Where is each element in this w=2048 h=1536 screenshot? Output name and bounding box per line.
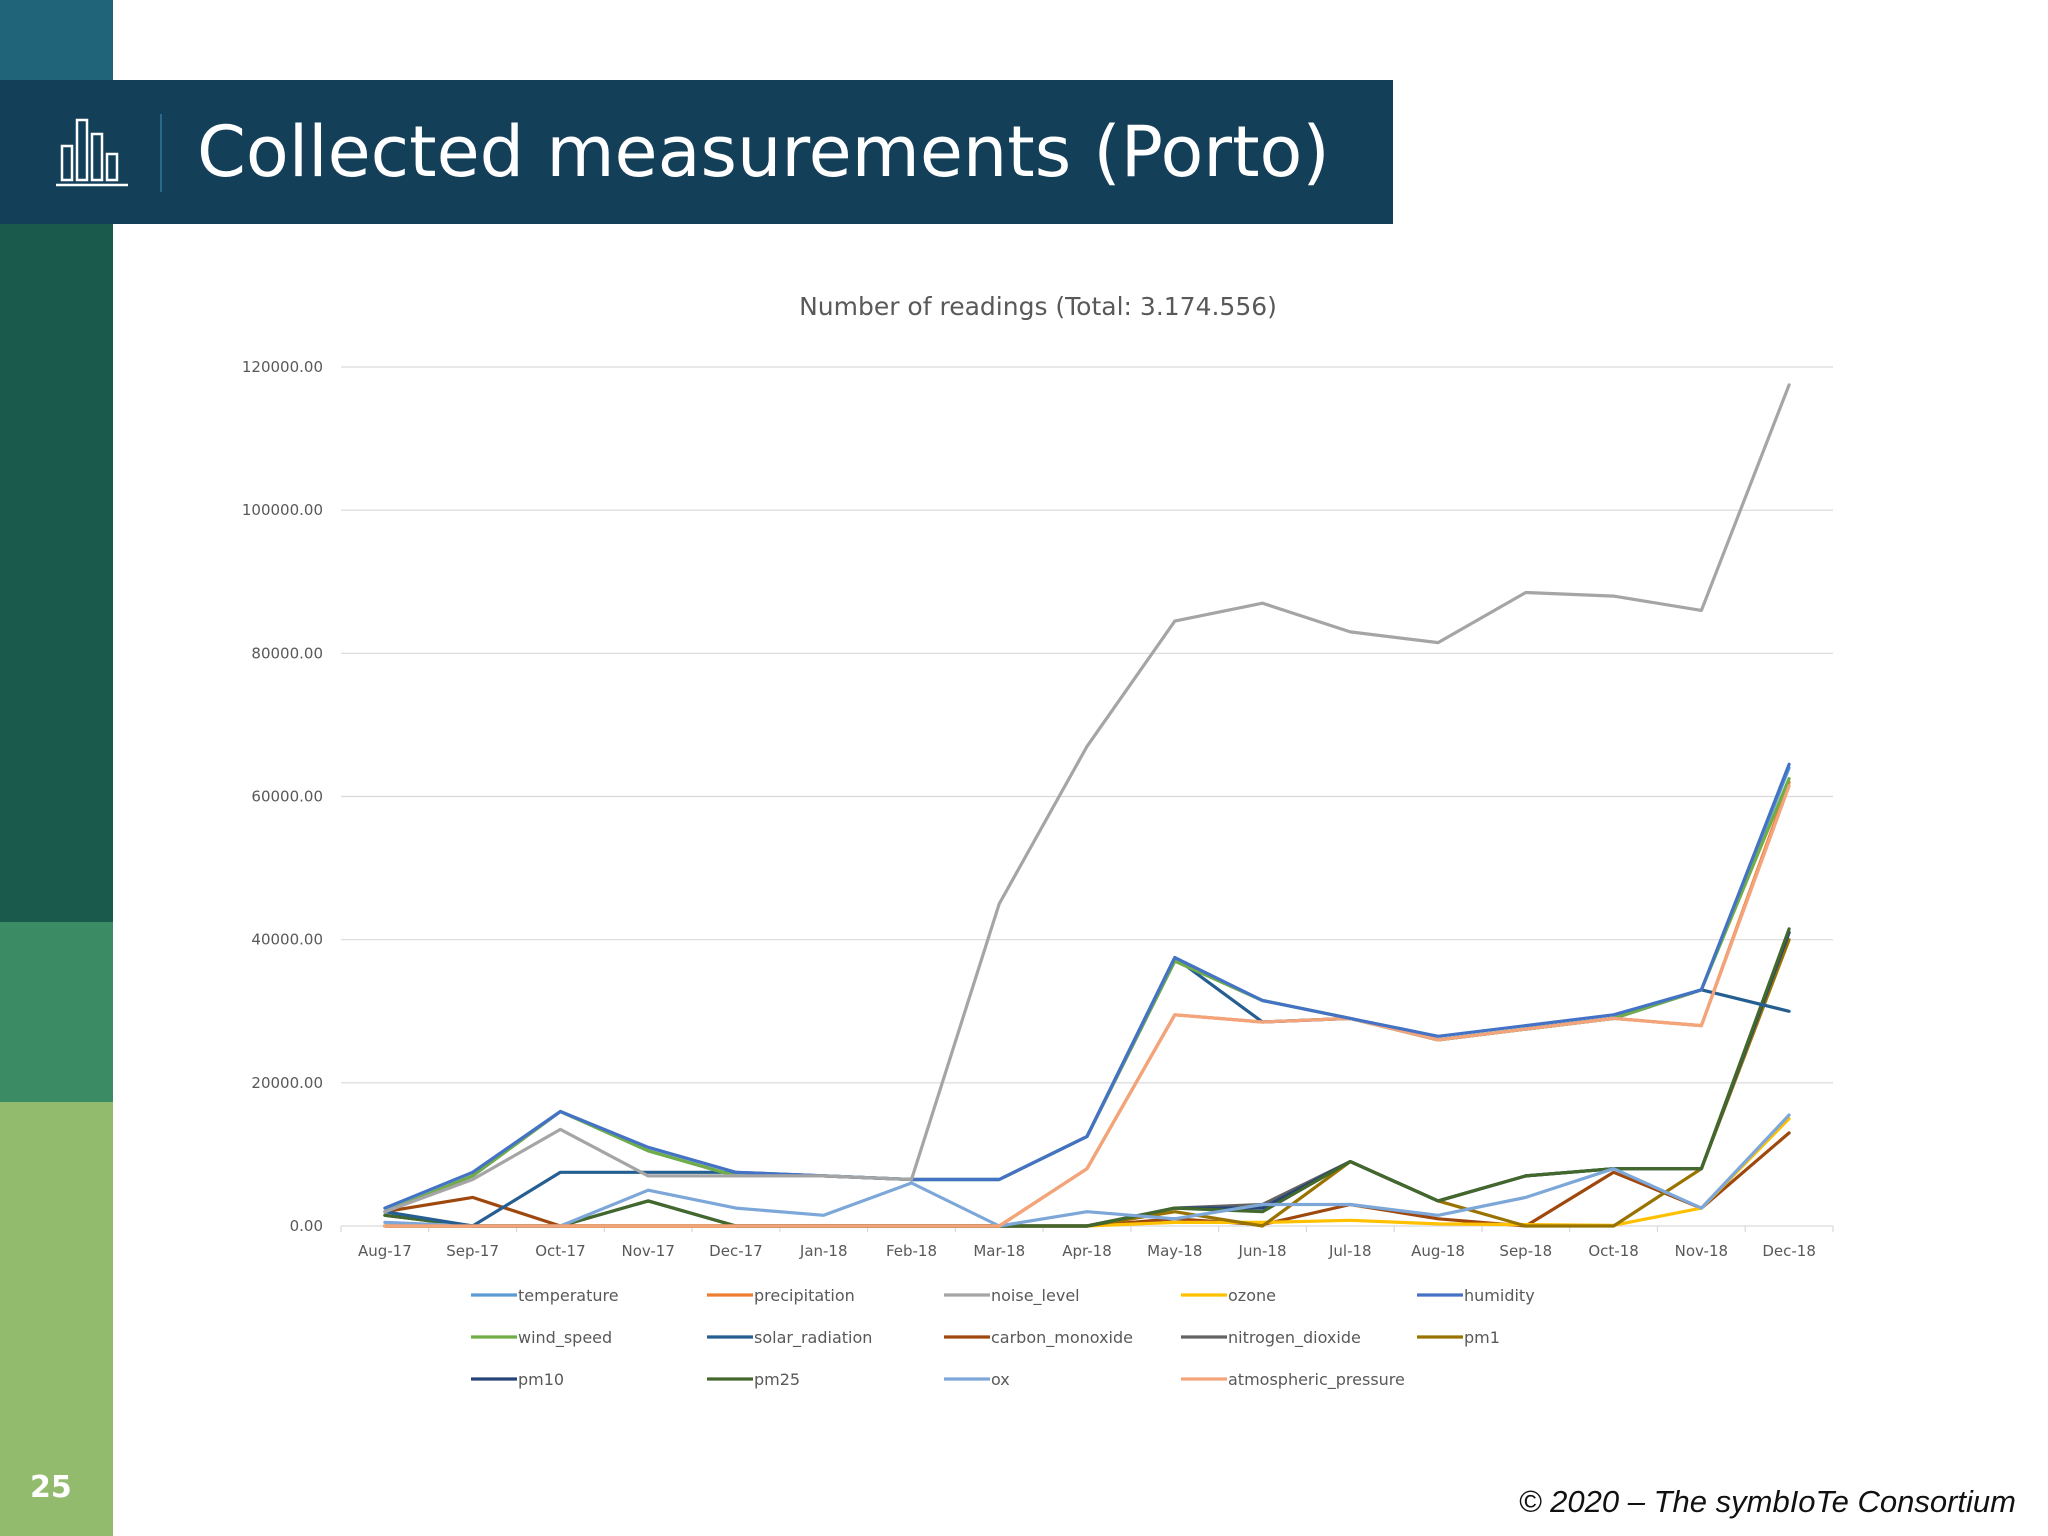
title-divider bbox=[160, 114, 162, 192]
legend-label: precipitation bbox=[754, 1286, 855, 1305]
y-tick-label: 0.00 bbox=[290, 1217, 323, 1235]
series-line-precipitation bbox=[383, 780, 1791, 1228]
y-tick-label: 40000.00 bbox=[251, 931, 323, 949]
legend-label: ozone bbox=[1228, 1286, 1276, 1305]
series-line-nitrogen-dioxide bbox=[383, 930, 1791, 1228]
x-tick-label: Nov-18 bbox=[1675, 1242, 1728, 1260]
legend-label: pm25 bbox=[754, 1370, 800, 1389]
copyright-notice: © 2020 – The symbIoTe Consortium bbox=[1518, 1484, 2016, 1519]
legend-label: pm1 bbox=[1464, 1328, 1500, 1347]
x-tick-label: May-18 bbox=[1147, 1242, 1202, 1260]
x-tick-label: Jun-18 bbox=[1238, 1242, 1287, 1260]
x-tick-label: Sep-18 bbox=[1499, 1242, 1552, 1260]
x-tick-label: Feb-18 bbox=[886, 1242, 937, 1260]
series-line-pm25 bbox=[383, 927, 1791, 1228]
series-line-temperature bbox=[383, 766, 1791, 1214]
x-tick-label: Aug-18 bbox=[1411, 1242, 1465, 1260]
sidebar-band-top bbox=[0, 0, 113, 80]
y-tick-label: 100000.00 bbox=[242, 501, 323, 519]
slide-title: Collected measurements (Porto) bbox=[197, 111, 1330, 193]
x-tick-label: Sep-17 bbox=[446, 1242, 499, 1260]
series-line-ox bbox=[383, 1113, 1791, 1228]
x-tick-label: Mar-18 bbox=[973, 1242, 1025, 1260]
legend-label: carbon_monoxide bbox=[991, 1328, 1133, 1348]
series-line-atmospheric-pressure bbox=[383, 784, 1791, 1228]
x-tick-label: Apr-18 bbox=[1062, 1242, 1112, 1260]
legend-label: atmospheric_pressure bbox=[1228, 1370, 1405, 1390]
bar-chart-icon bbox=[56, 118, 128, 187]
x-tick-label: Dec-18 bbox=[1762, 1242, 1816, 1260]
legend-label: noise_level bbox=[991, 1286, 1080, 1306]
chart-gridlines bbox=[341, 366, 1833, 1227]
sidebar-band-light-green bbox=[0, 1102, 113, 1536]
chart-legend: temperature precipitation noise_level ozone… bbox=[471, 1286, 1535, 1390]
x-tick-label: Jan-18 bbox=[799, 1242, 848, 1260]
chart-title: Number of readings (Total: 3.174.556) bbox=[799, 292, 1277, 321]
series-line-humidity bbox=[383, 762, 1791, 1210]
y-tick-label: 60000.00 bbox=[251, 788, 323, 806]
legend-label: nitrogen_dioxide bbox=[1228, 1328, 1361, 1348]
legend-label: ox bbox=[991, 1370, 1010, 1389]
series-line-solar-radiation bbox=[383, 955, 1791, 1228]
x-tick-label: Aug-17 bbox=[358, 1242, 412, 1260]
series-line-noise-level bbox=[383, 383, 1791, 1214]
legend-label: solar_radiation bbox=[754, 1328, 872, 1348]
y-tick-label: 20000.00 bbox=[251, 1074, 323, 1092]
chart-series bbox=[383, 383, 1791, 1228]
x-tick-label: Oct-18 bbox=[1588, 1242, 1638, 1260]
legend-label: pm10 bbox=[518, 1370, 564, 1389]
x-tick-label: Dec-17 bbox=[709, 1242, 763, 1260]
y-tick-label: 80000.00 bbox=[251, 644, 323, 662]
x-tick-label: Oct-17 bbox=[535, 1242, 585, 1260]
y-tick-label: 120000.00 bbox=[242, 358, 323, 376]
y-axis-ticks: 0.00 20000.00 40000.00 60000.00 80000.00 1000… bbox=[242, 358, 323, 1235]
x-axis-ticks: Aug-17 Sep-17 Oct-17 Nov-17 Dec-17 Jan-18 Feb-… bbox=[340, 1226, 1834, 1260]
page-number: 25 bbox=[30, 1470, 72, 1505]
x-tick-label: Jul-18 bbox=[1328, 1242, 1372, 1260]
sidebar-band-dark-green bbox=[0, 224, 113, 922]
sidebar-band-green bbox=[0, 922, 113, 1102]
series-line-pm10 bbox=[383, 930, 1791, 1228]
title-bar: Collected measurements (Porto) bbox=[0, 80, 1393, 224]
legend-label: wind_speed bbox=[518, 1328, 612, 1348]
legend-label: temperature bbox=[518, 1286, 619, 1305]
legend-label: humidity bbox=[1464, 1286, 1535, 1305]
x-tick-label: Nov-17 bbox=[621, 1242, 674, 1260]
line-chart: Number of readings (Total: 3.174.556) 0.… bbox=[242, 292, 1834, 1390]
